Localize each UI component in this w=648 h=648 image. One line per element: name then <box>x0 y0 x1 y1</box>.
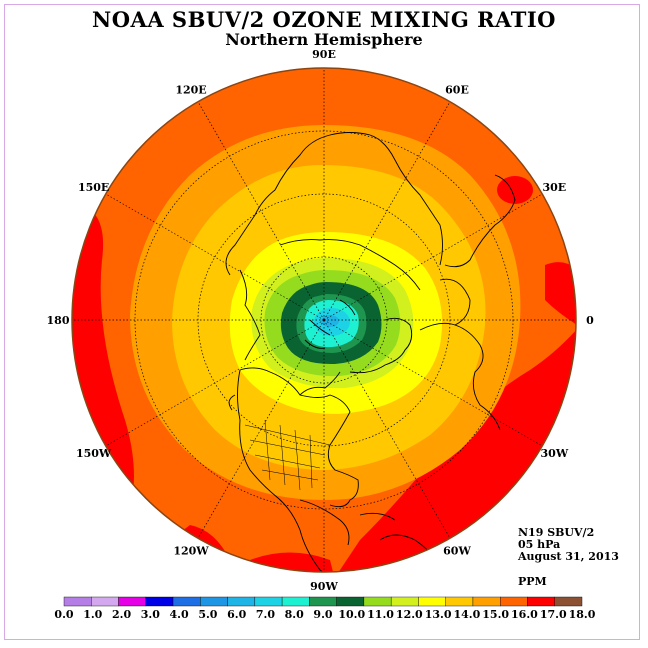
longitude-label: 180 <box>47 314 70 327</box>
info-block: N19 SBUV/2 05 hPa August 31, 2013 PPM <box>518 527 619 588</box>
colorbar-tick-label: 0.0 <box>54 608 73 621</box>
longitude-label: 150W <box>76 447 112 460</box>
plot-frame <box>4 4 640 640</box>
colorbar-swatch <box>363 596 392 607</box>
political-boundaries <box>244 419 331 491</box>
colorbar-tick-label: 11.0 <box>367 608 394 621</box>
colorbar-tick-label: 6.0 <box>227 608 246 621</box>
ozone-contour-field <box>72 68 576 572</box>
colorbar-tick-label: 13.0 <box>425 608 452 621</box>
colorbar-tick-label: 8.0 <box>285 608 304 621</box>
colorbar-swatch <box>527 596 555 607</box>
meridian-line <box>197 319 325 539</box>
meridian-line <box>323 319 451 539</box>
longitude-label: 30E <box>543 181 567 194</box>
colorbar-swatch <box>200 596 228 607</box>
longitude-label: 0 <box>586 314 594 327</box>
colorbar-tick-label: 18.0 <box>569 608 596 621</box>
colorbar-swatch <box>309 596 337 607</box>
longitude-label: 150E <box>78 181 109 194</box>
colorbar-tick-label: 3.0 <box>141 608 160 621</box>
meridian-line <box>323 101 451 321</box>
colorbar-swatch <box>281 596 310 607</box>
colorbar-tick-label: 16.0 <box>511 608 538 621</box>
colorbar-swatch <box>472 596 501 607</box>
colorbar-tick-label: 10.0 <box>338 608 365 621</box>
colorbar-tick-label: 7.0 <box>256 608 275 621</box>
date-label: August 31, 2013 <box>518 550 619 563</box>
colorbar-tick-label: 2.0 <box>112 608 131 621</box>
colorbar-swatch <box>91 596 119 607</box>
satellite-label: N19 SBUV/2 <box>518 526 595 539</box>
colorbar-swatch <box>118 596 146 607</box>
colorbar-tick-label: 5.0 <box>198 608 217 621</box>
meridian-line <box>323 193 543 321</box>
colorbar-swatch <box>418 596 446 607</box>
contour-patch-16-west <box>72 200 134 520</box>
colorbar-swatch <box>336 596 365 607</box>
colorbar-tick-label: 17.0 <box>540 608 567 621</box>
colorbar-swatch <box>145 596 174 607</box>
pressure-label: 05 hPa <box>518 538 561 551</box>
meridian-line <box>105 193 325 321</box>
longitude-label: 60W <box>443 544 471 557</box>
units-label: PPM <box>518 575 547 588</box>
colorbar-tick-label: 4.0 <box>170 608 189 621</box>
coastlines <box>225 132 516 572</box>
longitude-meridians <box>72 68 576 572</box>
longitude-label: 90W <box>310 580 338 593</box>
colorbar: 0.0 1.0 2.0 3.0 4.0 5.0 6.0 7.0 8.0 9.0 10.0 11.0 12… <box>54 596 596 621</box>
colorbar-tick-label: 12.0 <box>396 608 423 621</box>
longitude-label: 120W <box>173 544 209 557</box>
longitude-label: 120E <box>175 84 206 97</box>
colorbar-swatch <box>445 596 474 607</box>
contour-patch-16-ne <box>497 176 533 204</box>
chart-title: NOAA SBUV/2 OZONE MIXING RATIO <box>92 7 556 32</box>
longitude-label: 30W <box>541 447 569 460</box>
colorbar-swatch <box>254 596 283 607</box>
colorbar-tick-label: 15.0 <box>482 608 509 621</box>
contour-band-5 <box>321 315 339 327</box>
meridian-line <box>197 101 325 321</box>
chart-subtitle: Northern Hemisphere <box>225 30 423 49</box>
colorbar-swatch <box>554 596 583 607</box>
colorbar-tick-label: 1.0 <box>83 608 102 621</box>
map-boundary <box>71 67 577 573</box>
colorbar-swatch <box>172 596 201 607</box>
longitude-label: 90E <box>312 48 336 61</box>
meridian-line <box>105 319 325 447</box>
colorbar-swatch <box>227 596 256 607</box>
longitude-label: 60E <box>445 84 469 97</box>
meridian-line <box>323 319 543 447</box>
colorbar-swatch <box>63 596 92 607</box>
colorbar-tick-label: 14.0 <box>453 608 480 621</box>
longitude-labels: 90E 60E 30E 0 30W 60W 90W 120W 150W 180 150E 120E <box>47 48 595 593</box>
colorbar-swatch <box>390 596 419 607</box>
colorbar-tick-label: 9.0 <box>313 608 332 621</box>
colorbar-swatch <box>500 596 528 607</box>
